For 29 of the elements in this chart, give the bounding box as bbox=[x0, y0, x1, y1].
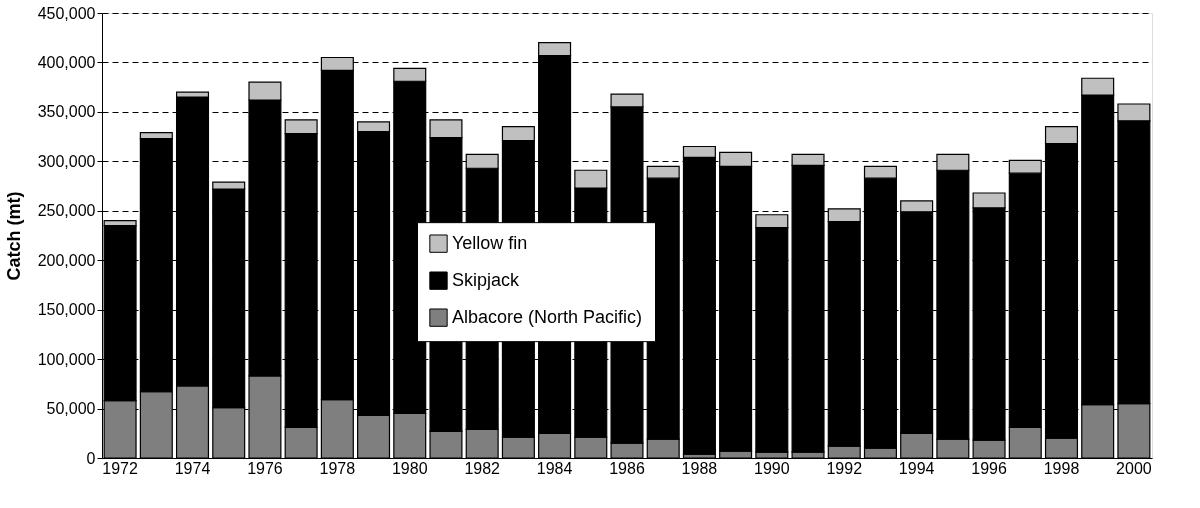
x-tick-label: 1988 bbox=[681, 459, 718, 477]
legend-label: Albacore (North Pacific) bbox=[452, 306, 643, 327]
x-tick-label: 1972 bbox=[102, 459, 138, 477]
x-tick-label: 1982 bbox=[464, 459, 501, 477]
x-tick-label: 1990 bbox=[754, 459, 790, 477]
y-tick-label: 250,000 bbox=[37, 202, 96, 220]
legend-label: Skipjack bbox=[452, 269, 521, 290]
y-tick-label: 100,000 bbox=[37, 350, 96, 368]
y-tick-label: 50,000 bbox=[46, 400, 96, 418]
x-tick-label: 1980 bbox=[391, 459, 428, 477]
x-tick-label: 2000 bbox=[1116, 459, 1152, 477]
y-tick-label: 300,000 bbox=[37, 152, 96, 170]
y-tick-label: 150,000 bbox=[37, 301, 96, 319]
x-tick-label: 1986 bbox=[609, 459, 645, 477]
legend-label: Yellow fin bbox=[452, 232, 528, 253]
x-tick-label: 1974 bbox=[174, 459, 211, 477]
x-tick-label: 1992 bbox=[826, 459, 863, 477]
x-tick-label: 1998 bbox=[1043, 459, 1080, 477]
y-tick-label: 400,000 bbox=[37, 53, 96, 71]
x-tick-label: 1976 bbox=[247, 459, 283, 477]
y-tick-label: 350,000 bbox=[37, 103, 96, 121]
y-axis-title: Catch (mt) bbox=[3, 191, 24, 281]
x-tick-label: 1994 bbox=[898, 459, 935, 477]
y-tick-label: 200,000 bbox=[37, 251, 96, 269]
x-tick-label: 1984 bbox=[536, 459, 573, 477]
y-tick-label: 0 bbox=[86, 449, 96, 467]
x-tick-label: 1978 bbox=[319, 459, 356, 477]
y-tick-label: 450,000 bbox=[37, 4, 96, 22]
x-tick-label: 1996 bbox=[971, 459, 1007, 477]
